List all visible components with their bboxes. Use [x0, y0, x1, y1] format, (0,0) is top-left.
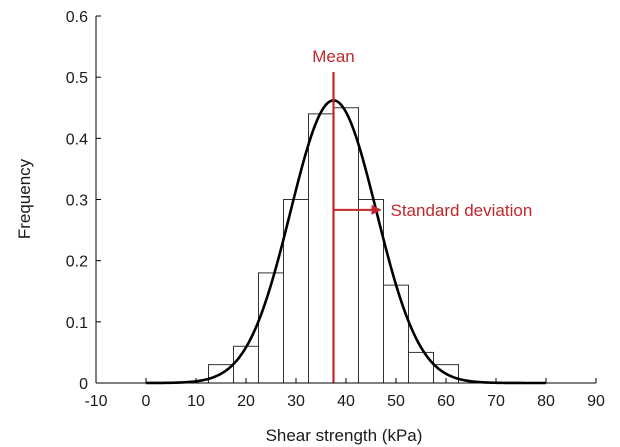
y-tick-label: 0.3 — [66, 193, 88, 210]
histogram-bar — [334, 108, 359, 383]
mean-label: Mean — [312, 47, 355, 66]
x-tick-label: 80 — [537, 393, 555, 410]
y-axis-title: Frequency — [15, 158, 34, 239]
histogram-bar — [234, 346, 259, 383]
histogram-bar — [409, 352, 434, 383]
y-tick-label: 0.4 — [66, 131, 88, 148]
x-tick-label: 70 — [487, 393, 505, 410]
histogram-bar — [384, 285, 409, 383]
x-tick-label: 20 — [237, 393, 255, 410]
x-tick-label: 30 — [287, 393, 305, 410]
x-tick-label: -10 — [84, 393, 107, 410]
x-tick-label: 10 — [187, 393, 205, 410]
x-tick-label: 0 — [142, 393, 151, 410]
histogram-bar — [259, 273, 284, 383]
x-axis-title: Shear strength (kPa) — [266, 426, 423, 445]
y-tick-label: 0 — [79, 376, 88, 393]
y-tick-label: 0.2 — [66, 254, 88, 271]
y-tick-label: 0.5 — [66, 70, 88, 87]
std-deviation-label: Standard deviation — [391, 201, 533, 220]
y-tick-label: 0.1 — [66, 315, 88, 332]
x-tick-label: 50 — [387, 393, 405, 410]
x-tick-label: 90 — [587, 393, 605, 410]
histogram-bar — [309, 114, 334, 383]
x-tick-label: 60 — [437, 393, 455, 410]
x-tick-label: 40 — [337, 393, 355, 410]
y-tick-label: 0.6 — [66, 9, 88, 26]
